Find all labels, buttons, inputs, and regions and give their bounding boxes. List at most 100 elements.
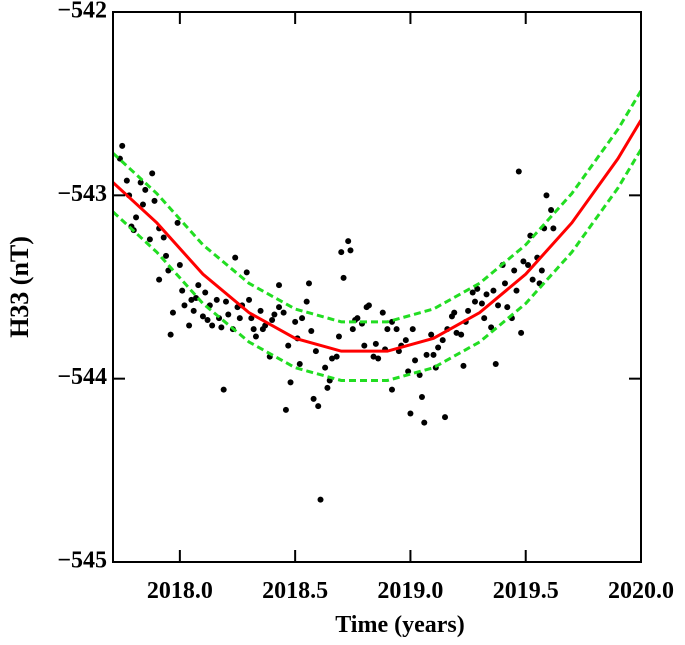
data-point [361,342,368,349]
data-point [428,331,435,338]
data-point [257,307,264,314]
data-point [518,329,525,336]
data-point [409,326,416,333]
data-point [181,302,188,309]
data-point [329,355,336,362]
data-point [299,315,306,322]
data-point [317,496,324,503]
data-point [511,267,518,274]
plot-area [113,90,641,503]
data-point [123,177,130,184]
data-point [142,186,149,193]
data-point [165,267,172,274]
x-axis-label: Time (years) [335,612,465,638]
data-point [303,298,310,305]
x-tick-label: 2019.0 [377,578,443,604]
data-point [451,309,458,316]
data-point [225,311,232,318]
y-axis-label: H33 (nT) [5,236,34,338]
data-point [199,313,206,320]
data-point [167,331,174,338]
data-point [460,362,467,369]
data-point [458,331,465,338]
data-point [347,247,354,254]
y-tick-label: −542 [57,0,107,24]
data-point [248,315,255,322]
data-point [372,340,379,347]
data-point [469,289,476,296]
data-point [365,302,372,309]
data-point [527,232,534,239]
data-point [146,236,153,243]
data-point [296,361,303,367]
data-point [430,351,437,358]
data-point [271,311,278,318]
data-point [439,337,446,344]
data-point [169,309,176,316]
data-point [149,170,156,177]
data-point [250,326,257,333]
data-point [335,333,342,340]
data-point [312,348,319,355]
data-point [308,328,315,334]
data-point [204,317,211,323]
data-point [550,225,557,232]
confidence-line [113,148,641,382]
data-point [418,394,425,400]
data-point [179,287,186,294]
data-point [243,269,250,276]
data-point [393,326,400,333]
data-point [421,419,428,426]
data-point [333,353,340,360]
data-point [220,386,227,393]
data-point [548,207,555,213]
y-tick-label: −545 [57,548,107,574]
x-tick-label: 2019.5 [493,578,559,604]
data-point [246,296,253,303]
data-point [222,298,229,305]
data-point [163,252,170,259]
data-point [186,322,193,329]
data-point [379,309,386,316]
data-point [269,317,276,323]
data-point [209,322,216,329]
data-point [282,406,289,413]
data-point [423,351,430,358]
data-point [310,395,317,402]
data-point [416,372,423,378]
data-point [174,219,181,226]
data-point [349,326,356,333]
data-point [492,361,499,367]
data-point [160,234,167,241]
data-point [232,254,239,261]
x-tick-label: 2018.0 [147,578,213,604]
y-tick-label: −543 [57,181,107,207]
data-point [218,324,225,331]
data-point [195,282,202,289]
data-point [465,307,472,314]
data-point [354,315,361,322]
data-point [276,304,283,311]
data-point [137,179,144,186]
data-point [515,168,522,175]
data-point [520,258,527,265]
data-point [488,324,495,331]
data-point [483,291,490,298]
data-point [501,280,508,287]
data-point [412,357,419,364]
data-point [276,282,283,289]
data-point [529,276,536,283]
data-point [375,355,382,362]
data-point [478,300,485,307]
data-point [151,197,158,204]
data-point [407,410,414,417]
data-point [322,364,329,371]
data-point [156,276,163,283]
data-point [133,214,140,221]
data-point [513,287,520,294]
x-tick-label: 2018.5 [262,578,328,604]
data-point [202,289,209,296]
data-point [388,386,395,393]
